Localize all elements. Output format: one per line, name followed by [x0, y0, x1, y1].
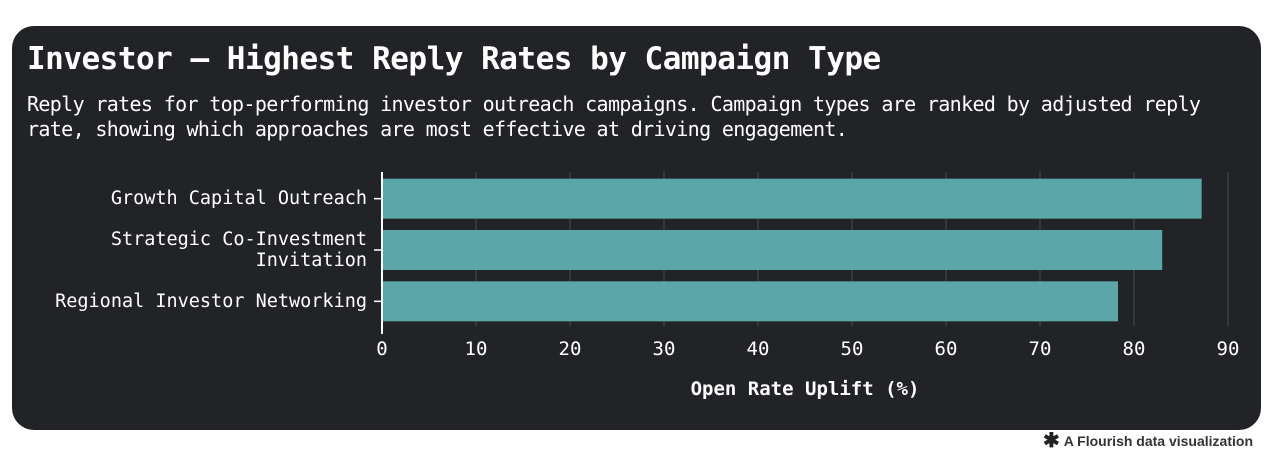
chart-subtitle: Reply rates for top-performing investor …: [27, 92, 1201, 141]
category-label: Growth Capital Outreach: [111, 188, 367, 209]
x-tick-label: 60: [935, 338, 958, 360]
category-label: Strategic Co-Investment: [111, 229, 367, 250]
flourish-credit-text: A Flourish data visualization: [1063, 433, 1253, 449]
bar: [383, 230, 1163, 270]
bar: [383, 178, 1202, 219]
chart-title: Investor – Highest Reply Rates by Campai…: [27, 41, 881, 77]
category-label: Invitation: [256, 250, 367, 271]
x-tick-label: 90: [1217, 338, 1240, 360]
x-tick-label: 40: [747, 338, 770, 360]
x-tick-label: 10: [465, 338, 488, 360]
x-tick-label: 30: [653, 338, 676, 360]
chart-card: Investor – Highest Reply Rates by Campai…: [12, 26, 1261, 430]
x-tick-label: 20: [559, 338, 582, 360]
x-axis-title: Open Rate Uplift (%): [691, 378, 920, 400]
x-tick-label: 80: [1123, 338, 1146, 360]
flourish-credit[interactable]: ✱ A Flourish data visualization: [1042, 430, 1253, 452]
asterisk-icon: ✱: [1042, 430, 1060, 452]
x-tick-label: 70: [1029, 338, 1052, 360]
x-tick-label: 50: [841, 338, 864, 360]
x-tick-label: 0: [376, 338, 387, 360]
bar: [383, 281, 1119, 322]
category-label: Regional Investor Networking: [55, 291, 367, 312]
